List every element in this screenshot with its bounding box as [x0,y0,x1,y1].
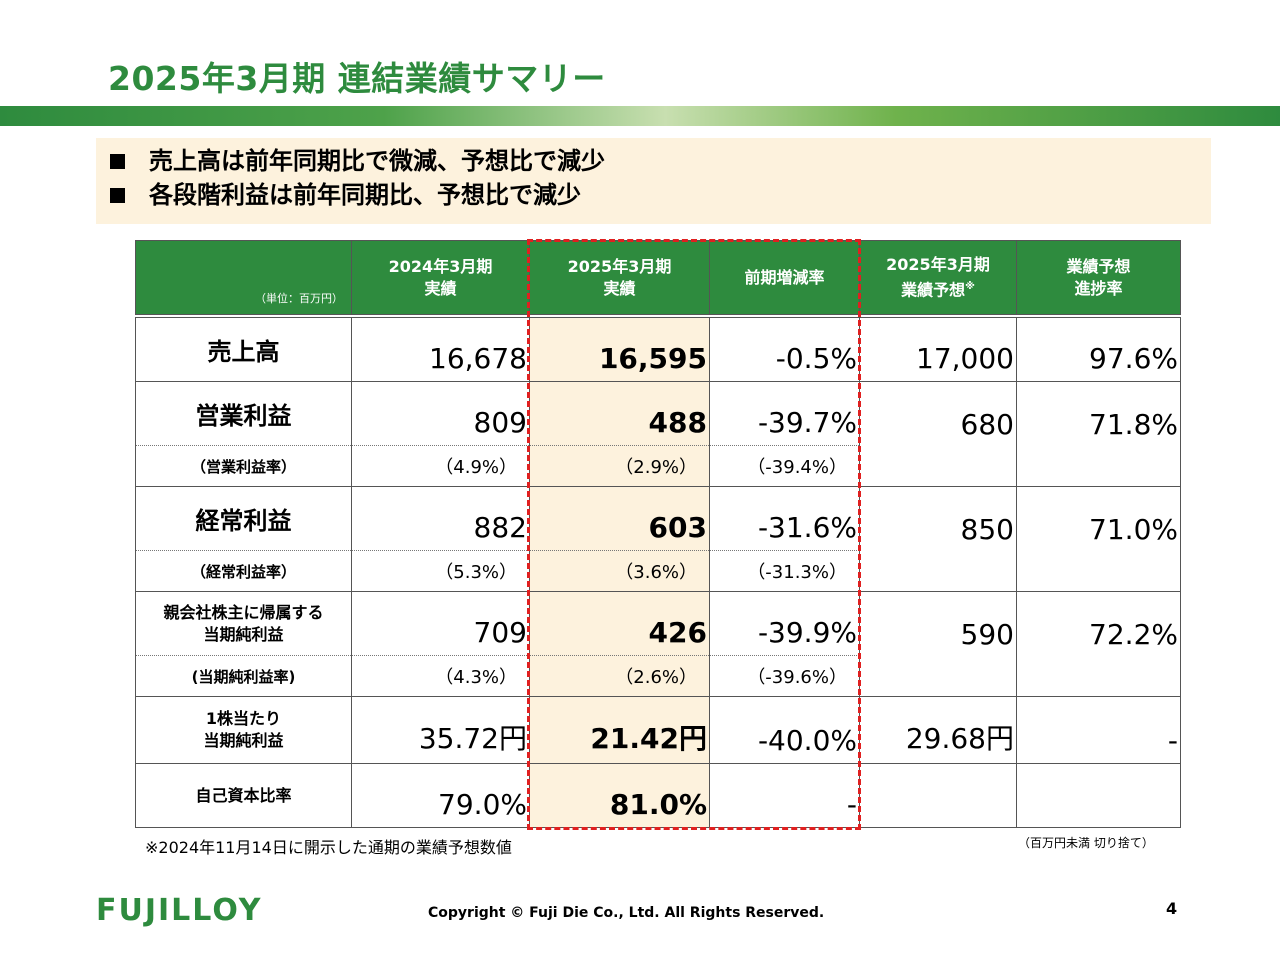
table-row: 自己資本比率 79.0% 81.0% - [135,763,1181,828]
bullet-item: 各段階利益は前年同期比、予想比で減少 [110,178,1211,212]
ord-margin-prev: （5.3%） [351,550,530,592]
table-row: (当期純利益率) （4.3%） （2.6%） （-39.6%） [135,655,1181,697]
ord-forecast: 850 [859,486,1017,592]
table-row: 営業利益 809 488 -39.7% 680 71.8% [135,381,1181,487]
net-margin-prev: （4.3%） [351,655,530,697]
equity-forecast [859,763,1017,828]
page-title: 2025年3月期 連結業績サマリー [108,59,606,98]
equity-prev: 79.0% [351,763,530,828]
table-row: （経常利益率） （5.3%） （3.6%） （-31.3%） [135,550,1181,592]
net-prev: 709 [351,591,530,656]
table-row: 売上高 16,678 16,595 -0.5% 17,000 97.6% [135,317,1181,382]
op-prev: 809 [351,381,530,446]
ord-progress: 71.0% [1016,486,1181,592]
sales-curr: 16,595 [529,317,710,382]
ord-curr: 603 [529,486,710,551]
net-change: -39.9% [709,591,860,656]
bullet-item: 売上高は前年同期比で微減、予想比で減少 [110,144,1211,178]
equity-change: - [709,763,860,828]
eps-forecast: 29.68円 [859,696,1017,764]
row-label-operating-margin: （営業利益率） [135,445,352,487]
row-label-net-margin: (当期純利益率) [135,655,352,697]
col-header-yoy-change: 前期増減率 [709,240,860,315]
equity-curr: 81.0% [529,763,710,828]
copyright-text: Copyright © Fuji Die Co., Ltd. All Right… [428,905,825,921]
op-margin-curr: （2.9%） [529,445,710,487]
eps-prev: 35.72円 [351,696,530,764]
op-change: -39.7% [709,381,860,446]
net-margin-change: （-39.6%） [709,655,860,697]
ord-change: -31.6% [709,486,860,551]
eps-progress: - [1016,696,1181,764]
bullet-text: 各段階利益は前年同期比、予想比で減少 [149,181,581,209]
company-logo: FUJILLOY [96,893,263,928]
eps-change: -40.0% [709,696,860,764]
footnote: ※2024年11月14日に開示した通期の業績予想数値 [145,838,512,857]
ord-margin-curr: （3.6%） [529,550,710,592]
net-margin-curr: （2.6%） [529,655,710,697]
net-progress: 72.2% [1016,591,1181,697]
ord-prev: 882 [351,486,530,551]
page-number: 4 [1166,899,1178,918]
row-label-operating-profit: 営業利益 [135,381,352,446]
unit-label: （単位：百万円） [135,240,352,315]
row-label-eps: 1株当たり 当期純利益 [135,696,352,764]
row-label-sales: 売上高 [135,317,352,382]
square-bullet-icon [110,187,125,203]
op-progress: 71.8% [1016,381,1181,487]
sales-change: -0.5% [709,317,860,382]
rounding-note: （百万円未満 切り捨て） [1018,836,1154,850]
op-margin-change: （-39.4%） [709,445,860,487]
table-row: （営業利益率） （4.9%） （2.9%） （-39.4%） [135,445,1181,487]
table-row: 1株当たり 当期純利益 35.72円 21.42円 -40.0% 29.68円 - [135,696,1181,764]
summary-bullets: 売上高は前年同期比で微減、予想比で減少 各段階利益は前年同期比、予想比で減少 [96,138,1211,224]
table-row: 経常利益 882 603 -31.6% 850 71.0% [135,486,1181,592]
op-curr: 488 [529,381,710,446]
op-forecast: 680 [859,381,1017,487]
equity-progress [1016,763,1181,828]
results-summary-table: （単位：百万円） 2024年3月期 実績 2025年3月期 実績 前期増減率 202… [135,240,1181,828]
square-bullet-icon [110,153,125,169]
ord-margin-change: （-31.3%） [709,550,860,592]
row-label-net-income: 親会社株主に帰属する 当期純利益 [135,591,352,656]
sales-prev: 16,678 [351,317,530,382]
row-label-ordinary-profit: 経常利益 [135,486,352,551]
header-divider-bar [0,106,1280,126]
row-label-equity-ratio: 自己資本比率 [135,763,352,828]
col-header-curr-actual: 2025年3月期 実績 [529,240,710,315]
col-header-forecast: 2025年3月期 業績予想※ [859,240,1017,315]
eps-curr: 21.42円 [529,696,710,764]
table-row: 親会社株主に帰属する 当期純利益 709 426 -39.9% 590 72.2% [135,591,1181,697]
row-label-ordinary-margin: （経常利益率） [135,550,352,592]
net-forecast: 590 [859,591,1017,697]
net-curr: 426 [529,591,710,656]
sales-forecast: 17,000 [859,317,1017,382]
op-margin-prev: （4.9%） [351,445,530,487]
sales-progress: 97.6% [1016,317,1181,382]
col-header-prev-actual: 2024年3月期 実績 [351,240,530,315]
bullet-text: 売上高は前年同期比で微減、予想比で減少 [149,147,605,175]
col-header-progress: 業績予想 進捗率 [1016,240,1181,315]
